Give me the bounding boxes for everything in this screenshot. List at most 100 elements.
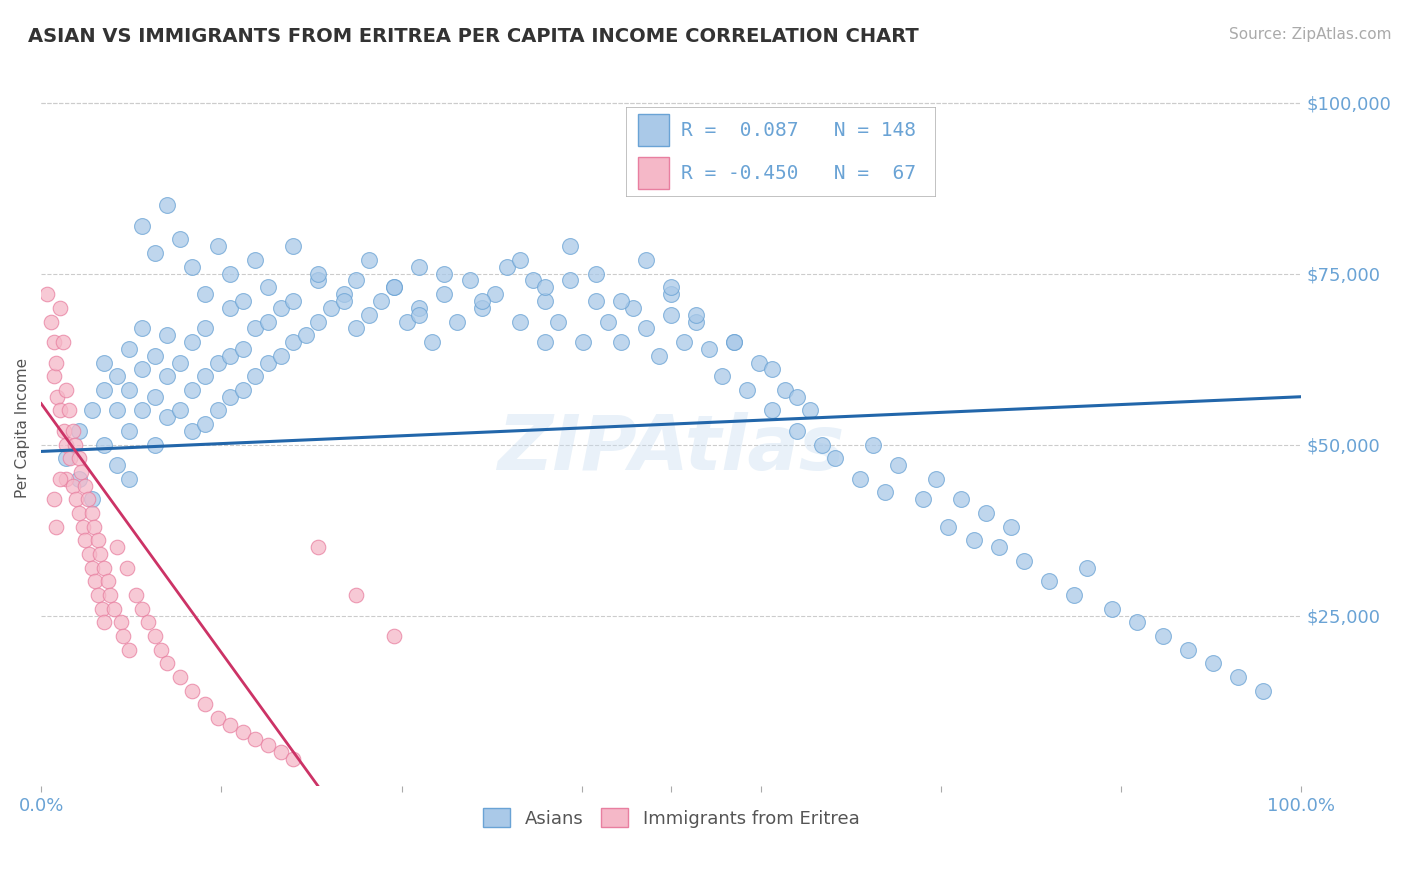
Point	[824, 451, 846, 466]
Point	[458, 273, 481, 287]
Point	[773, 383, 796, 397]
Point	[446, 314, 468, 328]
Point	[281, 334, 304, 349]
Point	[143, 437, 166, 451]
Point	[560, 273, 582, 287]
Point	[181, 334, 204, 349]
Point	[1126, 615, 1149, 630]
Point	[534, 280, 557, 294]
Point	[55, 451, 77, 466]
Point	[634, 252, 657, 267]
Point	[136, 615, 159, 630]
Point	[408, 301, 430, 315]
Point	[169, 232, 191, 246]
Point	[685, 308, 707, 322]
Point	[357, 252, 380, 267]
Point	[143, 629, 166, 643]
Point	[735, 383, 758, 397]
Point	[93, 437, 115, 451]
Point	[87, 588, 110, 602]
Point	[281, 293, 304, 308]
Point	[118, 472, 141, 486]
Point	[281, 239, 304, 253]
Text: ZIPAtlas: ZIPAtlas	[498, 412, 845, 486]
FancyBboxPatch shape	[638, 114, 669, 146]
Point	[560, 239, 582, 253]
Point	[75, 533, 97, 548]
Point	[45, 355, 67, 369]
Point	[219, 718, 242, 732]
Point	[105, 540, 128, 554]
Point	[1253, 683, 1275, 698]
Point	[93, 383, 115, 397]
Point	[270, 349, 292, 363]
Point	[83, 519, 105, 533]
Point	[156, 657, 179, 671]
Point	[49, 301, 72, 315]
Point	[332, 287, 354, 301]
Point	[370, 293, 392, 308]
Point	[63, 437, 86, 451]
Point	[382, 280, 405, 294]
Point	[207, 355, 229, 369]
Point	[357, 308, 380, 322]
Point	[105, 403, 128, 417]
Point	[97, 574, 120, 589]
Point	[131, 219, 153, 233]
Point	[67, 451, 90, 466]
Point	[80, 403, 103, 417]
Point	[610, 334, 633, 349]
Point	[585, 293, 607, 308]
Point	[72, 519, 94, 533]
Text: ASIAN VS IMMIGRANTS FROM ERITREA PER CAPITA INCOME CORRELATION CHART: ASIAN VS IMMIGRANTS FROM ERITREA PER CAP…	[28, 27, 920, 45]
Point	[395, 314, 418, 328]
Point	[156, 410, 179, 425]
Point	[962, 533, 984, 548]
Point	[659, 280, 682, 294]
Point	[232, 342, 254, 356]
Point	[75, 478, 97, 492]
Point	[131, 403, 153, 417]
Point	[131, 601, 153, 615]
Point	[382, 280, 405, 294]
Point	[332, 293, 354, 308]
Point	[761, 362, 783, 376]
Point	[408, 260, 430, 274]
Point	[124, 588, 146, 602]
Point	[471, 301, 494, 315]
Point	[974, 506, 997, 520]
Point	[257, 280, 280, 294]
Point	[811, 437, 834, 451]
Point	[471, 293, 494, 308]
Point	[344, 321, 367, 335]
Point	[382, 629, 405, 643]
Point	[761, 403, 783, 417]
Point	[647, 349, 669, 363]
Point	[621, 301, 644, 315]
Point	[938, 519, 960, 533]
Point	[62, 424, 84, 438]
Point	[58, 403, 80, 417]
Point	[194, 417, 217, 431]
Point	[194, 287, 217, 301]
Point	[194, 321, 217, 335]
Point	[49, 472, 72, 486]
Point	[245, 731, 267, 746]
Point	[156, 198, 179, 212]
Point	[90, 601, 112, 615]
Point	[1227, 670, 1250, 684]
Point	[912, 492, 935, 507]
Point	[232, 383, 254, 397]
Point	[319, 301, 342, 315]
Point	[52, 424, 75, 438]
Point	[509, 314, 531, 328]
Y-axis label: Per Capita Income: Per Capita Income	[15, 358, 30, 498]
Point	[194, 369, 217, 384]
Point	[51, 334, 73, 349]
Point	[118, 342, 141, 356]
Point	[219, 267, 242, 281]
Point	[143, 390, 166, 404]
Point	[111, 629, 134, 643]
Point	[49, 403, 72, 417]
Point	[887, 458, 910, 472]
